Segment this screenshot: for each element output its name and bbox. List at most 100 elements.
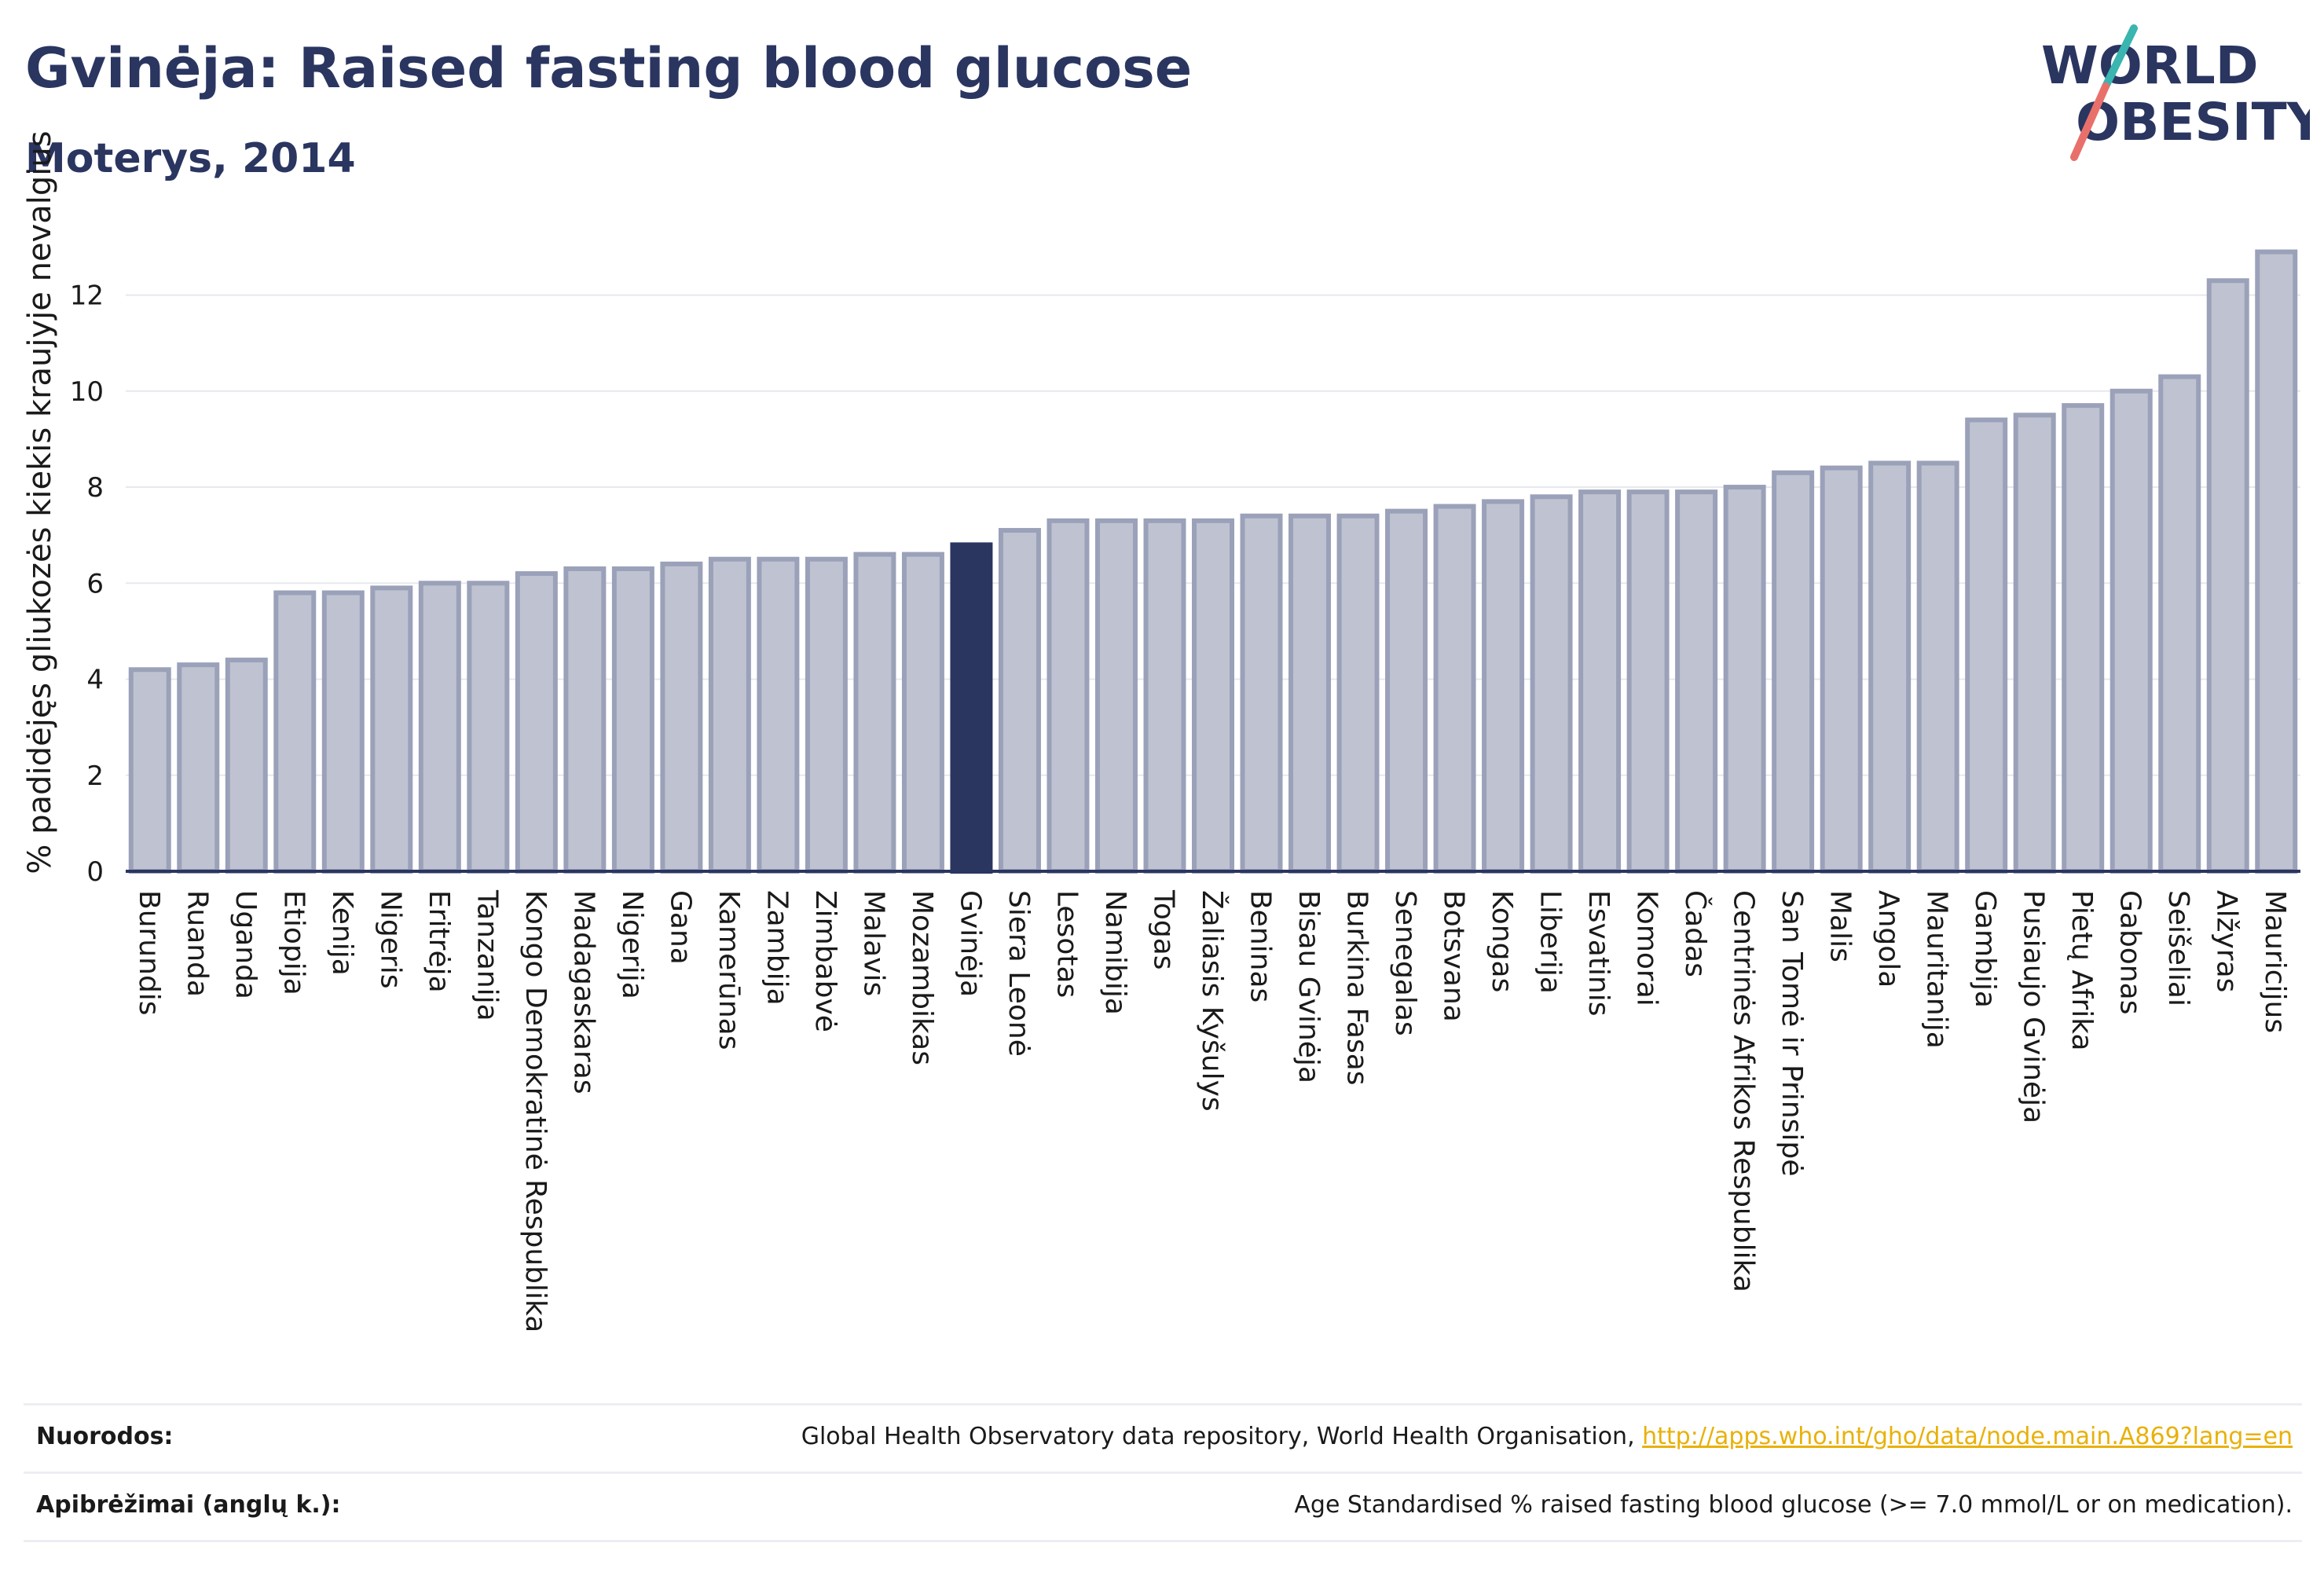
bar — [2110, 388, 2153, 874]
definitions-label: Apibrėžimai (anglų k.): — [36, 1491, 341, 1519]
chart-title: Gvinėja: Raised fasting blood glucose — [25, 36, 1193, 101]
bar — [1868, 460, 1912, 874]
bar — [321, 590, 365, 874]
bar — [853, 552, 896, 874]
sources-label: Nuorodos: — [36, 1423, 174, 1450]
logo-slash-teal — [2102, 24, 2138, 90]
x-tick-label: Kamerūnas — [713, 890, 745, 1050]
x-tick-label: Alžyras — [2211, 890, 2243, 992]
bar — [2062, 403, 2105, 874]
x-tick-label: Pusiaujo Gvinėja — [2018, 890, 2050, 1123]
bar — [273, 590, 317, 874]
x-tick-label: Eritrėja — [423, 890, 455, 993]
bar — [1336, 513, 1380, 874]
x-tick-label: Angola — [1872, 890, 1904, 988]
bar — [515, 571, 558, 874]
x-tick-label: Zimbabvė — [809, 890, 841, 1032]
bar — [2255, 249, 2298, 874]
x-tick-label: Madagaskaras — [567, 890, 599, 1094]
x-tick-label: Nigerija — [616, 890, 648, 999]
x-tick-label: Namibija — [1099, 890, 1131, 1015]
bar — [1675, 489, 1718, 874]
footer-definitions-row: Apibrėžimai (anglų k.): Age Standardised… — [24, 1472, 2302, 1542]
bar — [660, 561, 703, 874]
bar — [1288, 513, 1332, 874]
y-tick-label: 10 — [70, 376, 104, 408]
world-obesity-logo: WORLD OBESITY — [2041, 24, 2310, 161]
x-tick-label: Lesotas — [1050, 890, 1083, 998]
y-tick-label: 4 — [86, 665, 104, 696]
bar — [1433, 504, 1476, 874]
x-tick-label: San Tomė ir Prinsipė — [1776, 890, 1808, 1176]
x-tick-label: Komorai — [1631, 890, 1663, 1006]
bar — [1965, 417, 2008, 874]
bar — [2158, 374, 2201, 874]
bar — [1094, 518, 1138, 874]
bar-highlighted — [950, 542, 993, 874]
x-tick-label: Botsvana — [1438, 890, 1470, 1022]
x-tick-label: Zambija — [761, 890, 793, 1006]
y-tick-label: 2 — [86, 761, 104, 792]
bar — [998, 528, 1041, 874]
x-tick-label: Gabonas — [2114, 890, 2146, 1014]
logo-word-world: WORLD — [2041, 35, 2259, 96]
bar — [1723, 485, 1766, 874]
bar — [805, 556, 848, 874]
bar-chart: 0 2 4 6 8 10 12 Burundis Ruanda Uganda Etiopija Ken… — [22, 130, 2300, 1332]
logo-word-obesity: OBESITY — [2076, 92, 2310, 152]
bar — [2013, 412, 2056, 874]
x-tick-label: Burundis — [133, 890, 165, 1016]
x-tick-label: Malavis — [857, 890, 889, 996]
x-tick-label: Esvatinis — [1582, 890, 1615, 1017]
logo-slash-coral — [2070, 82, 2110, 161]
x-tick-label: Centrinės Afrikos Respublika — [1728, 890, 1760, 1292]
bar — [370, 585, 413, 874]
x-tick-label: Tanzanija — [471, 889, 503, 1021]
x-tick-label: Nigeris — [374, 890, 406, 989]
sources-value: Global Health Observatory data repositor… — [801, 1423, 2293, 1450]
bar — [1916, 460, 1959, 874]
bar — [128, 667, 171, 874]
x-tick-label: Kenija — [326, 890, 358, 976]
sources-link[interactable]: http://apps.who.int/gho/data/node.main.A… — [1642, 1423, 2293, 1450]
bar — [1482, 499, 1525, 874]
bar — [225, 658, 268, 874]
bar — [708, 556, 751, 874]
bar — [467, 581, 510, 874]
x-tick-label: Uganda — [229, 890, 262, 999]
footer-sources-row: Nuorodos: Global Health Observatory data… — [24, 1403, 2302, 1472]
y-tick-label: 12 — [70, 280, 104, 312]
x-tick-label: Ruanda — [181, 890, 213, 997]
chart-footer: Nuorodos: Global Health Observatory data… — [24, 1403, 2302, 1542]
y-tick-label: 0 — [86, 856, 104, 888]
bar — [418, 581, 461, 874]
x-tick-label: Čadas — [1679, 890, 1712, 977]
chart-subtitle: Moterys, 2014 — [25, 135, 356, 182]
x-tick-label: Togas — [1147, 889, 1179, 970]
x-tick-label: Bisau Gvinėja — [1292, 890, 1325, 1083]
bar — [1820, 465, 1863, 874]
bar — [1047, 518, 1090, 874]
bar — [1772, 470, 1815, 874]
x-tick-label: Pietų Afrika — [2066, 890, 2098, 1051]
x-tick-label: Siera Leonė — [1003, 890, 1035, 1057]
x-tick-label: Malis — [1824, 890, 1857, 962]
sources-text: Global Health Observatory data repositor… — [801, 1423, 1643, 1450]
y-tick-label: 8 — [86, 472, 104, 504]
bar — [1143, 518, 1186, 874]
definitions-value: Age Standardised % raised fasting blood … — [1294, 1491, 2293, 1519]
bar — [757, 556, 800, 874]
x-tick-label: Mauricijus — [2259, 890, 2291, 1033]
x-tick-label: Mozambikas — [906, 890, 938, 1065]
x-tick-label: Beninas — [1244, 890, 1277, 1002]
x-tick-label: Liberija — [1534, 890, 1567, 994]
bar — [901, 552, 944, 874]
bar — [1626, 489, 1670, 874]
bar — [611, 566, 654, 874]
y-tick-label: 6 — [86, 568, 104, 599]
x-tick-label: Kongo Demokratinė Respublika — [519, 890, 552, 1332]
x-tick-label: Seišeliai — [2162, 890, 2194, 1006]
x-tick-label: Gana — [664, 890, 696, 965]
x-tick-label: Gvinėja — [954, 890, 986, 997]
bar — [1192, 518, 1234, 874]
